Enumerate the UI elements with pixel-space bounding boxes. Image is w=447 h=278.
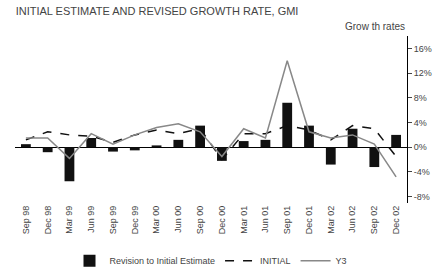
svg-text:Jun 02: Jun 02 (347, 206, 357, 233)
svg-text:Dec 00: Dec 00 (217, 206, 227, 235)
svg-text:-8%: -8% (414, 192, 430, 202)
svg-text:8%: 8% (414, 93, 427, 103)
svg-text:Grow th rates: Grow th rates (345, 21, 405, 32)
svg-text:Jun 99: Jun 99 (86, 206, 96, 233)
svg-text:4%: 4% (414, 118, 427, 128)
svg-text:-4%: -4% (414, 167, 430, 177)
svg-text:Dec 01: Dec 01 (304, 206, 314, 235)
svg-text:INITIAL: INITIAL (260, 256, 291, 266)
svg-text:Sep 01: Sep 01 (282, 206, 292, 235)
svg-text:Dec 98: Dec 98 (43, 206, 53, 235)
svg-text:Mar 99: Mar 99 (64, 206, 74, 234)
svg-text:Mar 01: Mar 01 (239, 206, 249, 234)
svg-text:Mar 00: Mar 00 (151, 206, 161, 234)
svg-text:Revision to Initial Estimate: Revision to Initial Estimate (110, 256, 216, 266)
svg-text:16%: 16% (414, 44, 432, 54)
svg-text:Jun 01: Jun 01 (260, 206, 270, 233)
svg-text:0%: 0% (414, 142, 427, 152)
svg-text:12%: 12% (414, 68, 432, 78)
svg-text:Sep 99: Sep 99 (108, 206, 118, 235)
svg-text:Sep 00: Sep 00 (195, 206, 205, 235)
svg-text:Sep 02: Sep 02 (369, 206, 379, 235)
svg-text:Dec 02: Dec 02 (391, 206, 401, 235)
svg-text:Sep 98: Sep 98 (21, 206, 31, 235)
svg-text:Mar 02: Mar 02 (326, 206, 336, 234)
svg-text:Dec 99: Dec 99 (130, 206, 140, 235)
svg-text:INITIAL ESTIMATE AND REVISED G: INITIAL ESTIMATE AND REVISED GROWTH RATE… (16, 5, 299, 17)
svg-text:Y3: Y3 (336, 256, 347, 266)
svg-text:Jun 00: Jun 00 (173, 206, 183, 233)
